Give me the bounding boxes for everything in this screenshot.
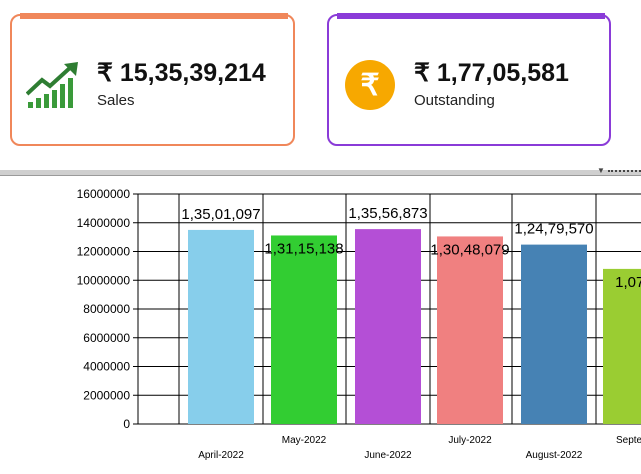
sales-label: Sales — [97, 92, 135, 109]
data-label: 1,30,48,079 — [430, 241, 509, 258]
x-tick-label: May-2022 — [282, 435, 327, 446]
bar-may-2022 — [271, 235, 337, 424]
x-tick-label: August-2022 — [526, 450, 583, 461]
outstanding-value: ₹ 1,77,05,581 — [414, 59, 569, 87]
sales-value: ₹ 15,35,39,214 — [97, 59, 266, 87]
sales-card-accent — [20, 13, 288, 19]
splitter-arrow-icon[interactable]: ▼ — [597, 166, 605, 175]
y-tick-label: 4000000 — [83, 360, 130, 374]
panel-splitter[interactable] — [0, 170, 641, 176]
x-tick-label: July-2022 — [448, 435, 492, 446]
y-tick-label: 0 — [123, 417, 130, 431]
outstanding-card-accent — [337, 13, 605, 19]
bar-april-2022 — [188, 229, 254, 424]
y-tick-label: 2000000 — [83, 388, 130, 402]
x-tick-label: June-2022 — [364, 450, 412, 461]
y-tick-label: 8000000 — [83, 302, 130, 316]
data-label: 1,35,01,097 — [181, 206, 260, 223]
data-label: 1,31,15,138 — [264, 240, 343, 257]
sales-bar-chart: 0 2000000 4000000 6000000 8000000 10000000 120… — [77, 187, 641, 461]
y-tick-label: 6000000 — [83, 331, 130, 345]
outstanding-card: ₹ ₹ 1,77,05,581 Outstanding — [327, 13, 611, 146]
data-label: 1,24,79,570 — [514, 221, 593, 238]
y-tick-label: 12000000 — [77, 245, 131, 259]
y-tick-label: 16000000 — [77, 187, 131, 201]
bar-august-2022 — [521, 244, 587, 424]
sales-card: ₹ 15,35,39,214 Sales — [10, 13, 295, 146]
bar-septemb — [603, 268, 641, 424]
outstanding-label: Outstanding — [414, 92, 495, 109]
x-tick-label: Septemb — [616, 435, 641, 446]
y-tick-label: 10000000 — [77, 273, 131, 287]
bar-july-2022 — [437, 236, 503, 424]
growth-chart-icon — [25, 62, 82, 114]
data-label: 1,07,9 — [615, 274, 641, 291]
data-label: 1,35,56,873 — [348, 205, 427, 222]
splitter-grip[interactable] — [608, 170, 641, 172]
x-tick-label: April-2022 — [198, 450, 244, 461]
bar-june-2022 — [355, 229, 421, 424]
y-tick-label: 14000000 — [77, 216, 131, 230]
rupee-coin-icon: ₹ — [345, 60, 395, 110]
